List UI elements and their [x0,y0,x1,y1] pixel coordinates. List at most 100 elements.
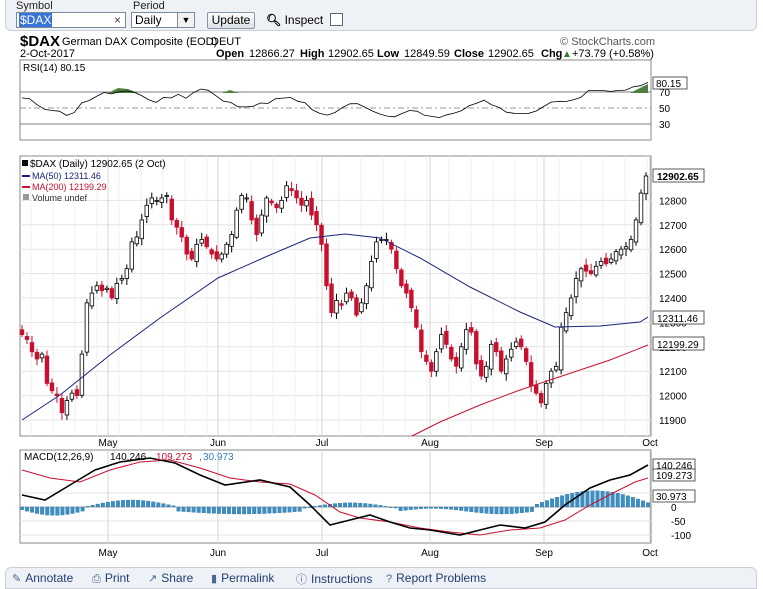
macd-histogram-bar [378,505,383,508]
candle-body [444,330,449,345]
candle-body [284,185,289,198]
inspect-label: Inspect [284,13,324,27]
macd-histogram-bar [247,506,252,515]
candle-body [419,329,424,353]
candle-body [259,214,264,234]
chart-date: 2-Oct-2017 [20,48,75,60]
month-label: Jul [316,438,329,449]
candle-body [174,219,179,228]
macd-label-sep2: , [199,452,202,463]
macd-histogram-bar [110,501,115,508]
macd-histogram-bar [413,506,418,510]
candle-body [628,239,634,251]
instructions-link[interactable]: ⓘ Instructions [296,571,372,587]
macd-label-sep1: , [153,452,156,463]
macd-histogram-bar [85,506,90,508]
macd-histogram-bar [25,506,29,512]
candle-body [74,389,80,397]
macd-histogram-bar [75,506,80,513]
legend-main-swatch [22,160,28,166]
macd-histogram-bar [30,506,35,513]
candle-body [533,384,539,394]
rsi-current-label: 80.15 [656,79,681,90]
candle-body [414,309,419,328]
macd-histogram-bar [126,499,130,508]
candle-body [114,282,120,300]
rsi-tick-label: 50 [659,104,671,115]
macd-histogram-bar [444,506,449,510]
ma50-value-label-box [652,310,705,325]
macd-label-macd: 140.246 [110,452,147,463]
price-tick-label: 12800 [659,196,687,207]
help-icon: ? [386,573,393,585]
macd-histogram-bar [312,506,317,508]
macd-histogram-bar [403,506,408,511]
high-value: 12902.65 [328,48,374,60]
candle-body [139,219,145,240]
macd-histogram-bar [635,498,640,508]
macd-label-prefix: MACD(12,26,9) [24,452,93,463]
macd-histogram-bar [282,506,287,513]
share-link[interactable]: ↗ Share [148,571,193,585]
annotate-link[interactable]: ✎ Annotate [12,571,73,585]
candle-body [324,243,329,287]
macd-histogram-bar [469,506,474,512]
macd-histogram-bar [529,506,534,512]
macd-histogram-bar [343,502,348,508]
permalink-link[interactable]: ▮ Permalink [211,571,274,585]
print-link[interactable]: ⎙ Print [92,571,130,586]
candle-body [399,269,404,287]
legend-main: $DAX (Daily) 12902.65 (2 Oct) [30,159,166,170]
symbol-input-value: $DAX [19,13,53,27]
rsi-frame [19,59,652,141]
candle-body [109,288,115,299]
macd-histogram-bar [277,506,282,513]
candle-body [499,350,504,372]
macd-histogram-bar [272,506,277,514]
chart-symbol: $DAX [20,33,60,50]
macd-histogram-bar [373,504,378,508]
period-select-value: Daily [135,13,162,27]
price-tick-label: 12400 [659,294,687,305]
inspect-checkbox[interactable] [329,13,343,26]
candle-body [159,197,164,203]
candle-body [553,365,559,371]
candle-body [209,249,214,255]
last-price-label: 12902.65 [657,172,699,183]
macd-month-label: May [99,548,118,559]
macd-histogram-bar [565,494,570,508]
candle-body [608,258,614,263]
close-label: Close [454,48,484,60]
rsi-current-box [652,76,688,90]
permalink-label: Permalink [221,571,275,585]
macd-histogram-bar [45,506,50,516]
inspect-toggle[interactable]: 🔍︎ Inspect [266,12,343,28]
open-label: Open [216,48,244,60]
candle-body [548,370,554,384]
update-button[interactable]: Update [207,12,255,29]
clear-icon[interactable]: × [113,13,121,27]
candle-body [44,355,50,384]
macd-histogram-bar [625,495,630,508]
macd-histogram-bar [423,506,428,509]
report-problems-link[interactable]: ? Report Problems [386,571,486,585]
candle-body [29,342,35,353]
candle-body [489,343,494,370]
macd-histogram-bar [161,503,166,508]
candle-body [244,197,249,200]
macd-histogram-bar [206,506,211,514]
candle-body [618,248,624,256]
candle-body [573,278,579,298]
macd-label-signal: 109.273 [156,452,193,463]
ma50-value-label: 12311.46 [657,314,698,325]
chevron-down-icon[interactable]: ▼ [177,13,194,27]
macd-histogram-bar [121,500,125,508]
close-value: 12902.65 [488,48,534,60]
candle-body [484,365,489,378]
period-select[interactable]: Daily ▼ [131,12,195,28]
symbol-input[interactable]: $DAX × [16,12,126,28]
info-icon: ⓘ [296,574,307,586]
rsi-tick-label: 30 [659,120,671,131]
candle-body [39,353,45,359]
candle-body [84,302,90,353]
